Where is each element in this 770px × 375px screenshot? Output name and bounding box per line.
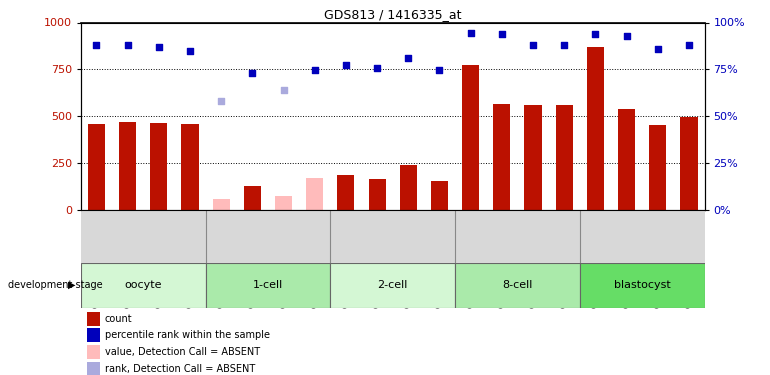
Bar [681, 117, 698, 210]
Bar [337, 176, 354, 210]
Bar [618, 109, 635, 210]
Text: ▶: ▶ [68, 280, 75, 290]
Bar [462, 64, 479, 210]
Bar [206, 262, 330, 308]
Bar [455, 262, 580, 308]
Title: GDS813 / 1416335_at: GDS813 / 1416335_at [324, 8, 461, 21]
Point [464, 30, 477, 36]
Point [558, 42, 571, 48]
Bar [87, 328, 99, 342]
Text: count: count [105, 314, 132, 324]
Bar [81, 262, 206, 308]
Point [683, 42, 695, 48]
Bar [119, 122, 136, 210]
Text: 1-cell: 1-cell [253, 280, 283, 290]
Bar [400, 165, 417, 210]
Point [246, 70, 259, 76]
Bar [580, 262, 705, 308]
Point [651, 46, 664, 52]
Bar [524, 105, 541, 210]
Bar [649, 124, 666, 210]
Text: rank, Detection Call = ABSENT: rank, Detection Call = ABSENT [105, 364, 255, 374]
Bar [431, 181, 448, 210]
Point [371, 64, 383, 70]
Bar [306, 178, 323, 210]
Point [340, 62, 352, 68]
Text: percentile rank within the sample: percentile rank within the sample [105, 330, 270, 340]
Bar [87, 345, 99, 359]
Text: 2-cell: 2-cell [377, 280, 408, 290]
Bar [244, 186, 261, 210]
Bar [150, 123, 167, 210]
Point [122, 42, 134, 48]
Text: blastocyst: blastocyst [614, 280, 671, 290]
Bar [182, 124, 199, 210]
Point [309, 68, 321, 74]
Point [152, 44, 165, 50]
Text: development stage: development stage [8, 280, 102, 290]
Point [402, 55, 414, 61]
Point [621, 33, 633, 39]
Point [277, 87, 290, 93]
Bar [88, 124, 105, 210]
Bar [87, 362, 99, 375]
Text: oocyte: oocyte [125, 280, 162, 290]
Bar [494, 104, 511, 210]
Bar [369, 179, 386, 210]
Point [527, 42, 539, 48]
Bar [556, 105, 573, 210]
Bar [275, 196, 292, 210]
Point [434, 68, 446, 74]
Bar [87, 312, 99, 326]
Point [90, 42, 102, 48]
Point [215, 98, 227, 104]
Point [496, 31, 508, 37]
Bar [330, 262, 455, 308]
Bar [587, 47, 604, 210]
Text: value, Detection Call = ABSENT: value, Detection Call = ABSENT [105, 347, 259, 357]
Point [184, 48, 196, 54]
Point [589, 31, 601, 37]
Text: 8-cell: 8-cell [502, 280, 533, 290]
Bar [213, 199, 229, 210]
